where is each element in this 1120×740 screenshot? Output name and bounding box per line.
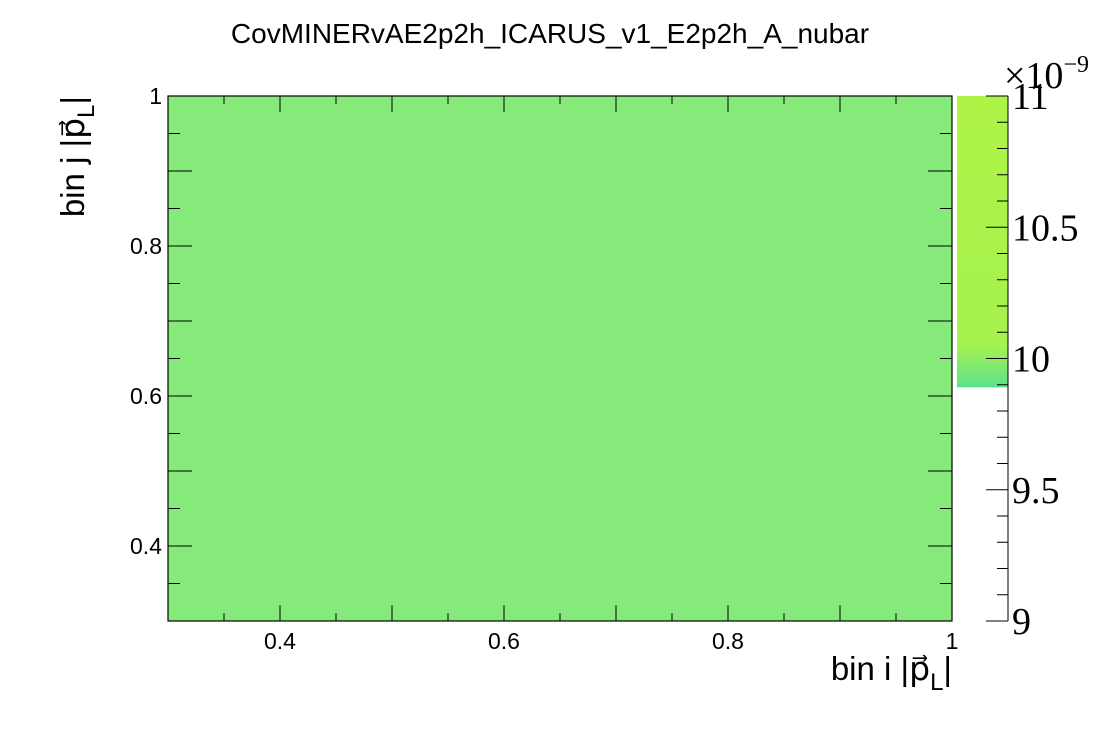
x-tick-label: 0.4 [264,628,296,654]
colorbar-tick-label: 11 [1012,76,1049,118]
x-tick-label: 0.8 [712,628,744,654]
x-tick-label: 0.6 [488,628,520,654]
x-axis-title: bin i |p⃗L| [831,650,952,696]
heatmap-cell [168,96,952,621]
y-tick-label: 0.6 [130,383,162,409]
x-tick-label: 1 [946,628,959,654]
y-tick-label: 1 [149,83,162,109]
colorbar-tick-label: 9.5 [1012,470,1060,512]
y-axis-title: bin j |p⃗L| [54,96,100,217]
colorbar-exponent-label: ×10−9 [1004,52,1089,97]
y-tick-label: 0.8 [130,233,162,259]
colorbar-tick-label: 10.5 [1012,207,1079,249]
colorbar-fill [957,96,1008,388]
colorbar-tick-label: 9 [1012,601,1031,643]
y-tick-label: 0.4 [130,533,162,559]
chart-title: CovMINERvAE2p2h_ICARUS_v1_E2p2h_A_nubar [230,18,870,49]
colorbar-tick-label: 10 [1012,339,1050,381]
